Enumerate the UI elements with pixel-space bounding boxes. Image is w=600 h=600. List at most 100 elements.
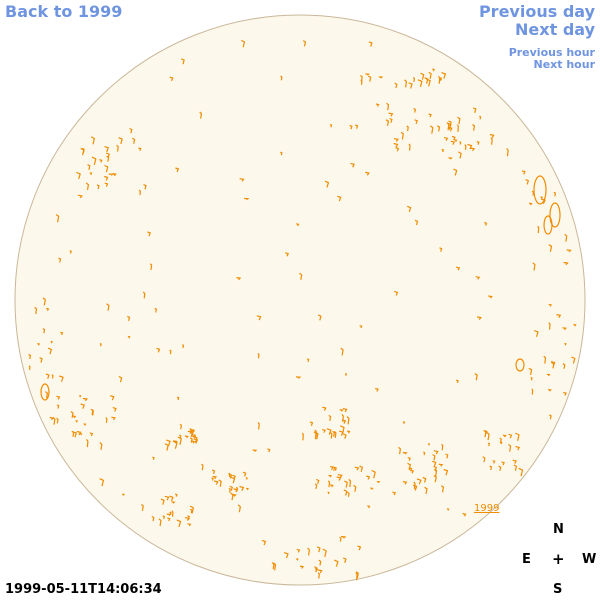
contour-speckle: [39, 357, 43, 363]
contour-speckle: [518, 467, 524, 477]
contour-speckle: [371, 469, 376, 479]
contour-speckle: [322, 406, 327, 411]
contour-speckle: [553, 191, 557, 197]
contour-speckle: [87, 164, 91, 171]
contour-speckle: [138, 189, 142, 196]
contour-speckle: [244, 197, 250, 201]
contour-speckle: [392, 491, 397, 496]
contour-speckle: [546, 373, 551, 377]
contour-speckle: [433, 475, 437, 483]
next-hour-link[interactable]: Next hour: [533, 58, 596, 71]
contour-speckle: [548, 244, 553, 252]
contour-speckle: [118, 137, 123, 145]
contour-speckle: [439, 247, 443, 252]
contour-speckle: [408, 143, 411, 151]
next-day-link[interactable]: Next day: [515, 20, 595, 39]
contour-speckle: [76, 430, 82, 436]
contour-speckle: [458, 151, 462, 159]
contour-speckle: [440, 485, 445, 493]
contour-speckle: [534, 330, 539, 337]
contour-speckle: [81, 147, 85, 154]
contour-speckle: [337, 195, 342, 202]
contour-speckle: [171, 510, 174, 517]
contour-speckle: [89, 432, 94, 437]
contour-loop: [40, 383, 50, 401]
contour-speckle: [571, 356, 576, 364]
contour-speckle: [45, 373, 50, 379]
contour-speckle: [438, 78, 443, 81]
contour-speckle: [385, 119, 390, 126]
contour-speckle: [420, 72, 425, 80]
contour-speckle: [189, 428, 195, 436]
contour-speckle: [189, 508, 193, 514]
contour-speckle: [476, 141, 480, 145]
contour-speckle: [179, 423, 182, 430]
contour-speckle: [309, 421, 314, 426]
contour-speckle: [548, 414, 552, 420]
contour-speckle: [129, 127, 133, 134]
contour-speckle: [257, 421, 260, 430]
contour-speckle: [354, 124, 359, 129]
contour-speckle: [211, 477, 214, 481]
contour-speckle: [105, 417, 108, 423]
contour-speckle: [492, 460, 496, 464]
contour-speckle: [432, 68, 435, 72]
contour-speckle: [564, 233, 568, 242]
contour-speckle: [211, 469, 216, 475]
contour-speckle: [368, 41, 373, 47]
contour-speckle: [85, 182, 90, 191]
contour-speckle: [344, 480, 348, 488]
contour-speckle: [242, 471, 247, 477]
magnetic-contour-layer: [28, 39, 577, 581]
contour-speckle: [56, 417, 59, 424]
contour-speckle: [212, 475, 218, 480]
contour-speckle: [280, 75, 283, 81]
contour-speckle: [414, 219, 419, 226]
contour-speckle: [328, 414, 332, 422]
contour-speckle: [280, 151, 283, 156]
contour-speckle: [443, 137, 449, 141]
contour-speckle: [365, 73, 370, 76]
contour-speckle: [106, 303, 110, 311]
contour-speckle: [512, 459, 517, 464]
contour-speckle: [339, 536, 342, 542]
contour-speckle: [142, 291, 146, 299]
contour-speckle: [164, 443, 169, 451]
contour-speckle: [344, 373, 348, 376]
contour-speckle: [105, 152, 110, 159]
contour-speckle: [428, 71, 432, 79]
contour-speckle: [317, 572, 320, 579]
contour-speckle: [531, 388, 534, 395]
contour-speckle: [80, 403, 85, 409]
contour-speckle: [402, 481, 408, 485]
contour-speckle: [147, 231, 151, 237]
contour-speckle: [472, 124, 476, 131]
contour-speckle: [400, 131, 404, 140]
contour-speckle: [324, 180, 330, 188]
contour-speckle: [340, 425, 345, 434]
contour-speckle: [414, 119, 418, 125]
contour-loop: [543, 215, 553, 235]
contour-speckle: [445, 453, 449, 459]
contour-speckle: [407, 462, 411, 471]
contour-speckle: [348, 478, 352, 488]
contour-speckle: [283, 552, 289, 559]
contour-speckle: [484, 221, 488, 226]
contour-speckle: [166, 439, 171, 447]
contour-speckle: [296, 558, 299, 561]
contour-speckle: [104, 182, 109, 187]
previous-hour-link[interactable]: Previous hour: [508, 46, 595, 59]
year-overlay-link[interactable]: 1999: [474, 503, 499, 514]
contour-speckle: [337, 474, 343, 479]
contour-speckle: [508, 433, 513, 439]
back-to-year-link[interactable]: Back to 1999: [5, 2, 123, 21]
contour-speckle: [160, 498, 165, 505]
contour-speckle: [79, 394, 82, 398]
contour-speckle: [393, 138, 399, 142]
contour-speckle: [317, 314, 322, 321]
contour-speckle: [104, 175, 109, 181]
contour-speckle: [52, 416, 56, 425]
contour-speckle: [417, 79, 423, 88]
previous-day-link[interactable]: Previous day: [478, 2, 595, 21]
